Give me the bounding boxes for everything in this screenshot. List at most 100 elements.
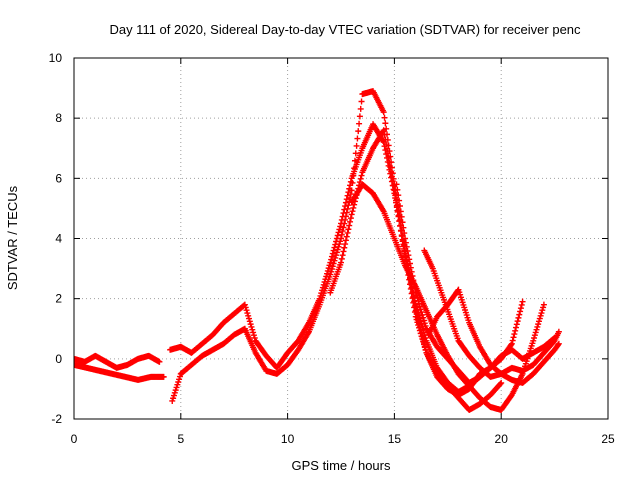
data-point — [351, 165, 358, 172]
data-point — [534, 323, 541, 330]
data-point — [343, 209, 350, 216]
data-point — [417, 330, 424, 337]
data-point — [417, 306, 424, 313]
data-point — [335, 243, 342, 250]
data-point — [555, 328, 562, 335]
x-tick-label: 15 — [388, 432, 402, 446]
data-point — [340, 248, 347, 255]
data-point — [242, 304, 249, 311]
data-point — [420, 314, 427, 321]
data-point — [339, 252, 346, 259]
data-point — [513, 321, 520, 328]
series-3 — [167, 121, 483, 395]
data-point — [510, 334, 517, 341]
data-point — [515, 314, 522, 321]
x-tick-label: 5 — [177, 432, 184, 446]
data-point — [341, 220, 348, 227]
data-point — [416, 327, 423, 334]
data-point — [333, 252, 340, 259]
data-point — [407, 264, 414, 271]
data-point — [342, 237, 349, 244]
data-point — [334, 246, 341, 253]
data-point — [356, 120, 363, 127]
data-point — [416, 303, 423, 310]
data-point — [342, 216, 349, 223]
data-point — [384, 145, 391, 152]
data-point — [381, 131, 388, 138]
data-point — [538, 310, 545, 317]
data-point — [389, 178, 396, 185]
data-point — [245, 312, 252, 319]
data-point — [408, 268, 415, 275]
data-point — [413, 316, 420, 323]
data-point — [340, 224, 347, 231]
data-point — [402, 239, 409, 246]
data-point — [532, 329, 539, 336]
data-point — [418, 309, 425, 316]
data-point — [511, 331, 518, 338]
data-point — [422, 347, 429, 354]
data-point — [512, 324, 519, 331]
data-point — [412, 313, 419, 320]
data-point — [380, 109, 387, 116]
data-point — [397, 223, 404, 230]
data-point — [395, 212, 402, 219]
data-point — [241, 301, 248, 308]
data-point — [250, 329, 257, 336]
series-7 — [393, 181, 558, 386]
data-point — [410, 299, 417, 306]
data-point — [336, 241, 343, 248]
data-point — [555, 340, 562, 347]
data-point — [356, 113, 363, 120]
data-point — [535, 321, 542, 328]
data-point — [393, 181, 400, 188]
data-point — [530, 337, 537, 344]
data-marks — [74, 88, 562, 413]
data-point — [383, 141, 390, 148]
data-point — [251, 335, 258, 342]
data-point — [175, 378, 182, 385]
data-point — [415, 322, 422, 329]
data-point — [327, 271, 334, 278]
data-point — [412, 289, 419, 296]
data-point — [531, 332, 538, 339]
data-point — [338, 259, 344, 266]
data-point — [413, 292, 420, 299]
data-point — [345, 226, 352, 233]
data-point — [350, 172, 357, 179]
x-tick-label: 0 — [71, 432, 78, 446]
data-point — [533, 326, 540, 333]
data-point — [247, 321, 254, 328]
data-point — [405, 252, 412, 259]
data-point — [388, 173, 395, 180]
data-point — [419, 335, 426, 342]
data-point — [517, 305, 524, 312]
data-point — [381, 114, 388, 121]
data-point — [409, 272, 416, 279]
data-point — [349, 208, 356, 215]
y-axis-label: SDTVAR / TECUs — [5, 185, 20, 290]
data-point — [176, 373, 183, 380]
data-point — [508, 341, 515, 348]
data-point — [514, 318, 521, 325]
data-point — [348, 187, 355, 194]
data-point — [540, 304, 547, 311]
data-point — [332, 254, 339, 261]
data-point — [345, 202, 352, 209]
data-point — [388, 168, 395, 175]
data-point — [246, 318, 253, 325]
data-point — [324, 267, 331, 274]
data-point — [411, 309, 418, 316]
data-point — [403, 243, 410, 250]
data-point — [407, 260, 414, 267]
data-point — [508, 340, 515, 347]
y-tick-label: 6 — [55, 171, 62, 185]
data-point — [172, 387, 179, 394]
data-point — [330, 260, 337, 267]
data-point — [411, 304, 418, 311]
data-point — [414, 295, 421, 302]
data-point — [420, 317, 427, 324]
data-point — [396, 217, 403, 224]
data-point — [337, 238, 344, 245]
